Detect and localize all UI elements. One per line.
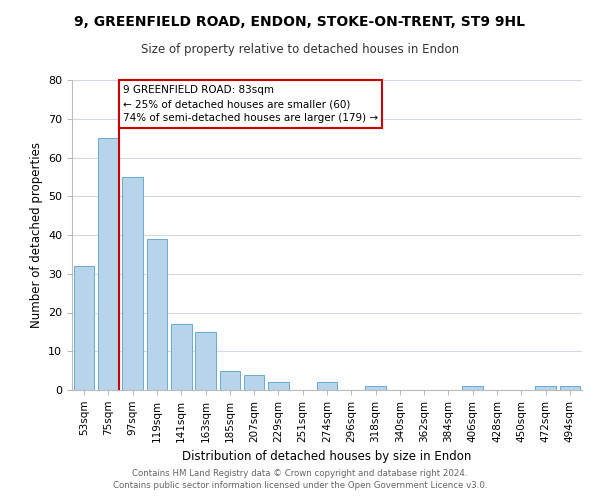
Bar (244, 374, 265, 390)
Text: Contains public sector information licensed under the Open Government Licence v3: Contains public sector information licen… (113, 481, 487, 490)
Bar (74, 266, 94, 390)
Text: Size of property relative to detached houses in Endon: Size of property relative to detached ho… (141, 42, 459, 56)
Bar (146, 239, 167, 390)
X-axis label: Distribution of detached houses by size in Endon: Distribution of detached houses by size … (182, 450, 472, 463)
Bar (560, 386, 580, 390)
Bar (268, 382, 289, 390)
Bar (98, 138, 119, 390)
Bar (122, 177, 143, 390)
Y-axis label: Number of detached properties: Number of detached properties (29, 142, 43, 328)
Text: 9, GREENFIELD ROAD, ENDON, STOKE-ON-TRENT, ST9 9HL: 9, GREENFIELD ROAD, ENDON, STOKE-ON-TREN… (74, 15, 526, 29)
Bar (317, 382, 337, 390)
Text: 9 GREENFIELD ROAD: 83sqm
← 25% of detached houses are smaller (60)
74% of semi-d: 9 GREENFIELD ROAD: 83sqm ← 25% of detach… (123, 84, 378, 124)
Bar (220, 370, 240, 390)
Bar (171, 324, 191, 390)
Bar (535, 386, 556, 390)
Text: Contains HM Land Registry data © Crown copyright and database right 2024.: Contains HM Land Registry data © Crown c… (132, 468, 468, 477)
Bar (463, 386, 483, 390)
Bar (365, 386, 386, 390)
Bar (195, 332, 216, 390)
